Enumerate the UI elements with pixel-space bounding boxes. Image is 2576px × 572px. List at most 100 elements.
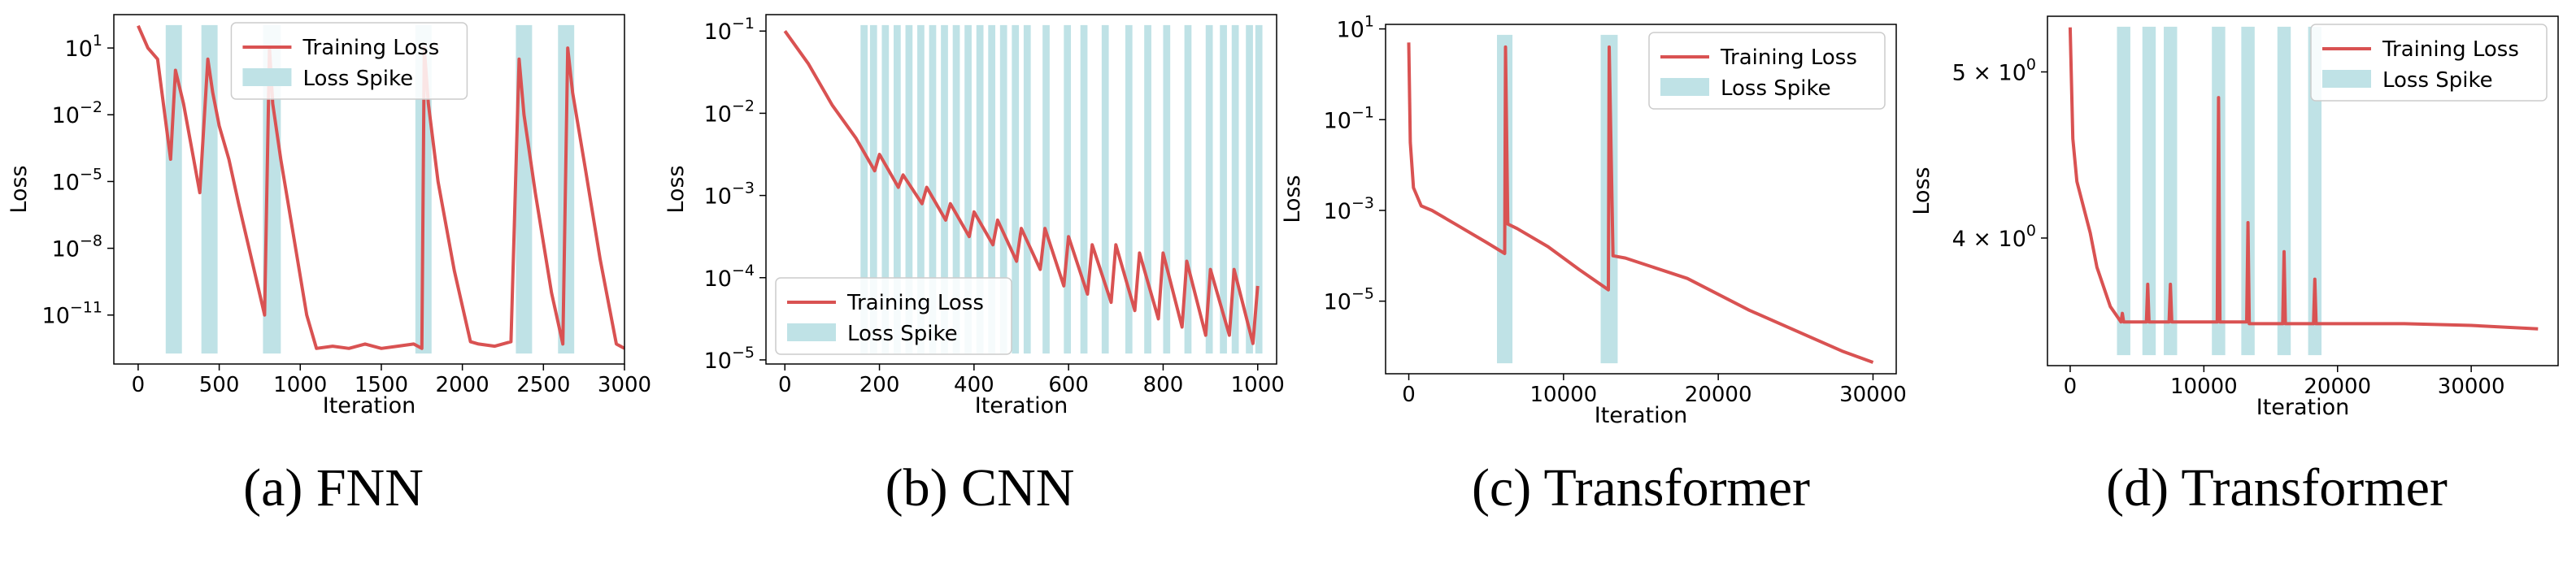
loss-spike-band (1163, 24, 1171, 354)
legend-loss-spike: Loss Spike (2382, 68, 2493, 93)
x-axis-label: Iteration (1595, 403, 1688, 428)
x-tick-label: 800 (1143, 373, 1184, 397)
training-loss-line (1407, 42, 1874, 364)
loss-spike-band (976, 24, 984, 354)
legend-training-loss: Training Loss (1720, 46, 1857, 70)
loss-spike-band (917, 24, 925, 354)
y-tick-label: 10−5 (1324, 285, 1374, 315)
loss-spike-band (1064, 24, 1072, 354)
y-tick-label: 5 × 100 (1952, 56, 2036, 86)
y-tick-base: 10 (65, 37, 93, 62)
x-tick-label: 400 (954, 373, 994, 397)
y-tick-exponent: −5 (80, 165, 102, 183)
y-axis-label: Loss (7, 165, 32, 213)
loss-spike-band (1101, 24, 1109, 354)
y-tick-label: 4 × 100 (1952, 222, 2036, 252)
x-axis-label: Iteration (323, 393, 416, 418)
loss-spike-band (1144, 24, 1151, 354)
x-tick-label: 1000 (1231, 373, 1285, 397)
x-tick-label: 200 (859, 373, 900, 397)
loss-spike-band (1231, 24, 1239, 354)
panel-caption: (c) Transformer (1472, 458, 1810, 518)
x-tick-label: 500 (199, 373, 240, 397)
y-tick-label: 10−2 (704, 97, 755, 127)
loss-spike-band (869, 24, 877, 354)
loss-spike-band (1080, 24, 1088, 354)
loss-spike-band (881, 24, 890, 354)
loss-spike-band (1125, 24, 1133, 354)
y-tick-base: 10 (704, 102, 732, 127)
y-tick-label: 10−3 (704, 180, 755, 210)
y-tick-exponent: −4 (732, 262, 755, 280)
y-tick-label: 101 (65, 32, 102, 62)
loss-spike-band (964, 24, 972, 354)
panel-3: 0 10000 20000 3000010110−110−310−5Iteration… (1280, 13, 1907, 518)
y-tick-base: 10 (42, 304, 70, 329)
loss-spike-band (999, 24, 1007, 354)
y-tick-base: 10 (52, 170, 80, 195)
y-tick-exponent: −11 (70, 299, 102, 317)
loss-spike-band (165, 24, 182, 354)
y-tick-exponent: −3 (732, 180, 755, 197)
y-tick-base: 5 × 10 (1952, 61, 2026, 86)
loss-spike-band (1184, 24, 1192, 354)
loss-spike-band (1255, 24, 1263, 354)
y-tick-label: 10−8 (52, 232, 102, 262)
y-tick-label: 10−3 (1324, 194, 1374, 224)
y-tick-label: 10−5 (704, 344, 755, 374)
loss-spike-band (860, 24, 868, 354)
y-tick-exponent: −1 (732, 15, 755, 32)
y-tick-base: 10 (704, 349, 732, 374)
x-tick-label: 0 (778, 373, 792, 397)
loss-spike-band (2241, 26, 2255, 356)
y-tick-base: 4 × 10 (1952, 227, 2026, 252)
y-tick-base: 10 (704, 266, 732, 292)
loss-spike-band (516, 24, 533, 354)
legend-loss-spike: Loss Spike (1721, 76, 1831, 101)
loss-spike-band (1246, 24, 1253, 354)
y-tick-exponent: −3 (1351, 194, 1374, 212)
plot-frame (113, 14, 625, 365)
panel-caption: (b) CNN (886, 458, 1075, 518)
y-tick-exponent: −1 (1351, 103, 1374, 121)
legend: Training Loss Loss Spike (2310, 24, 2548, 102)
y-tick-exponent: −2 (80, 98, 102, 116)
loss-spike-band (2308, 26, 2322, 356)
y-tick-exponent: −5 (1351, 285, 1374, 303)
x-tick-label: 600 (1048, 373, 1089, 397)
y-tick-exponent: 1 (1364, 13, 1374, 31)
legend: Training Loss Loss Spike (775, 277, 1012, 355)
x-tick-label: 0 (1402, 383, 1416, 407)
x-tick-label: 1000 (273, 373, 327, 397)
panel-caption: (a) FNN (243, 458, 424, 518)
x-tick-label: 0 (2064, 375, 2078, 399)
legend-spike-swatch (242, 68, 292, 86)
y-tick-base: 10 (704, 20, 732, 45)
x-axis-label: Iteration (2256, 395, 2350, 420)
x-tick-label: 20000 (2304, 375, 2371, 399)
loss-spike-band (2142, 26, 2156, 356)
legend: Training Loss Loss Spike (230, 22, 468, 100)
training-loss-line (783, 30, 1260, 345)
y-tick-exponent: 1 (93, 32, 102, 50)
y-tick-base: 10 (1337, 18, 1364, 43)
loss-spike-band (1205, 24, 1213, 354)
legend-training-loss: Training Loss (302, 36, 439, 60)
legend-spike-swatch (787, 323, 836, 341)
plot-frame (765, 14, 1277, 365)
y-tick-label: 10−5 (52, 165, 102, 195)
y-axis-label: Loss (1909, 167, 1934, 214)
loss-spike-band (894, 24, 901, 354)
x-tick-label: 2000 (436, 373, 490, 397)
loss-spike-band (941, 24, 948, 354)
legend-training-loss: Training Loss (2382, 37, 2519, 62)
y-tick-label: 10−1 (704, 15, 755, 45)
y-tick-base: 10 (52, 103, 80, 128)
x-tick-label: 20000 (1685, 383, 1752, 407)
x-axis-label: Iteration (975, 393, 1068, 418)
plot-frame (2047, 15, 2559, 366)
loss-spike-band (2277, 26, 2291, 356)
x-tick-label: 30000 (1839, 383, 1907, 407)
